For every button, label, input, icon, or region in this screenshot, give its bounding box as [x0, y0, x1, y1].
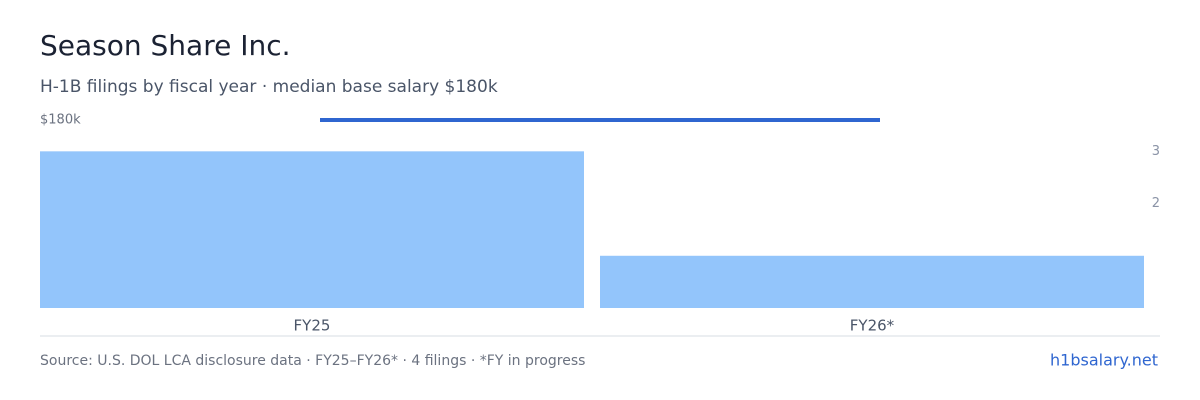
site-link[interactable]: h1bsalary.net: [1050, 351, 1158, 370]
x-tick-label: FY26*: [850, 317, 895, 335]
y-tick-label: $180k: [40, 113, 81, 128]
source-note: Source: U.S. DOL LCA disclosure data · F…: [40, 353, 585, 369]
y2-tick-label: 3: [1152, 144, 1160, 159]
chart-title: Season Share Inc.: [40, 29, 291, 62]
bar: [600, 255, 1144, 308]
x-tick-label: FY25: [294, 317, 331, 335]
y2-tick-label: 2: [1152, 196, 1160, 211]
chart-subtitle: H-1B filings by fiscal year · median bas…: [40, 77, 498, 97]
bar: [40, 151, 584, 308]
